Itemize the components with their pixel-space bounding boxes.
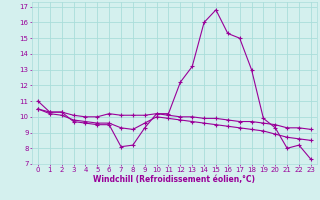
X-axis label: Windchill (Refroidissement éolien,°C): Windchill (Refroidissement éolien,°C): [93, 175, 255, 184]
